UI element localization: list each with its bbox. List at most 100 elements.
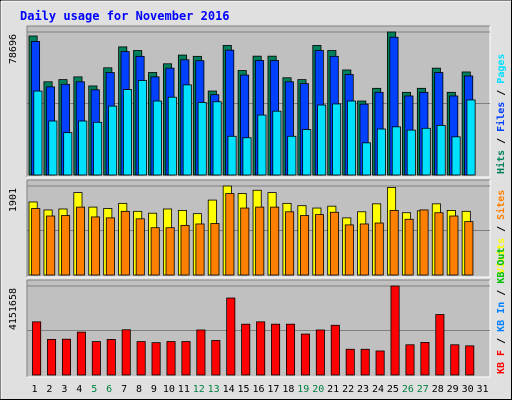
bar-pages (332, 103, 342, 176)
x-tick-label: 16 (252, 384, 264, 395)
legend-separator: / (496, 332, 507, 350)
bar-kb-f (390, 285, 400, 376)
x-tick-label: 28 (432, 384, 444, 395)
x-tick-label: 3 (61, 384, 67, 395)
bar-sites (285, 211, 295, 276)
bar-kb-f (465, 345, 475, 376)
legend-sites: Sites (495, 190, 507, 220)
bar-sites (359, 223, 369, 276)
bar-pages (376, 128, 386, 176)
bar-sites (61, 215, 71, 276)
bar-kb-f (76, 331, 86, 376)
legend-separator: / (496, 284, 507, 302)
bar-pages (167, 96, 177, 176)
bar-sites (165, 227, 175, 276)
bar-kb-f (360, 348, 370, 376)
x-tick-label: 8 (136, 384, 142, 395)
bar-kb-f (241, 323, 251, 376)
x-tick-label: 22 (342, 384, 354, 395)
x-tick-label: 31 (477, 384, 489, 395)
bar-sites (195, 223, 205, 276)
bar-kb-f (151, 342, 161, 376)
panel-visits-sites: 1901 Visits / Sites (8, 179, 507, 278)
bar-pages (317, 104, 327, 176)
bar-sites (150, 227, 160, 276)
bar-sites (240, 207, 250, 276)
bar-pages (257, 114, 267, 176)
x-tick-label: 11 (178, 384, 190, 395)
legend: Hits / Files / Pages (495, 54, 507, 174)
bar-sites (90, 216, 100, 276)
bar-sites (180, 224, 190, 276)
x-tick-label: 13 (208, 384, 220, 395)
bar-kb-f (136, 341, 146, 376)
bar-pages (48, 120, 58, 176)
y-max-label: 4151658 (8, 288, 19, 330)
panels: 78696 Hits / Files / Pages 1901 Visits / Si… (8, 25, 507, 395)
bar-kb-f (32, 321, 42, 376)
bar-kb-f (256, 321, 266, 376)
bar-sites (135, 218, 145, 276)
x-tick-label: 15 (238, 384, 250, 395)
bar-pages (227, 135, 237, 176)
bar-kb-f (271, 323, 281, 376)
bar-sites (105, 217, 115, 276)
bar-pages (93, 121, 103, 176)
legend-kb-out: KB Out (496, 248, 507, 284)
legend-separator: / (496, 220, 507, 238)
bar-pages (421, 127, 431, 176)
bar-pages (33, 90, 43, 176)
bar-sites (225, 193, 235, 276)
x-tick-label: 24 (372, 384, 384, 395)
bar-kb-f (315, 329, 325, 376)
bar-pages (152, 100, 162, 176)
bar-kb-f (300, 333, 310, 376)
bar-kb-f (345, 348, 355, 376)
bar-sites (46, 215, 56, 276)
legend: KB F / KB In / KB Out (496, 248, 507, 374)
panel-hits-files-pages: 78696 Hits / Files / Pages (8, 25, 507, 178)
x-tick-label: 23 (357, 384, 369, 395)
bar-sites (76, 206, 86, 276)
bar-pages (361, 142, 371, 176)
bar-pages (182, 84, 192, 176)
bar-pages (391, 126, 401, 176)
x-tick-label: 27 (417, 384, 429, 395)
legend-kb-in: KB In (496, 302, 507, 332)
legend-pages: Pages (496, 54, 507, 84)
bar-kb-f (47, 339, 57, 376)
legend: Visits / Sites (495, 190, 507, 274)
x-tick-label: 9 (151, 384, 157, 395)
panel-kbf-kbin-kbout: 4151658 KB F / KB In / KB Out (8, 248, 507, 378)
x-tick-label: 18 (282, 384, 294, 395)
bar-sites (419, 209, 429, 276)
bar-pages (137, 80, 147, 176)
x-tick-label: 17 (267, 384, 279, 395)
y-max-label: 78696 (8, 34, 19, 64)
x-tick-label: 2 (46, 384, 52, 395)
bar-pages (347, 100, 357, 176)
bar-kb-f (405, 344, 415, 376)
bar-kb-f (181, 341, 191, 376)
bar-kb-f (61, 338, 71, 376)
bar-kb-f (196, 329, 206, 376)
bar-pages (436, 124, 446, 176)
legend-hits: Hits (495, 150, 507, 174)
bar-sites (389, 209, 399, 276)
bar-sites (464, 221, 474, 276)
bar-kb-f (226, 297, 236, 376)
legend-separator: / (496, 132, 507, 150)
bar-pages (123, 89, 133, 176)
x-tick-label: 5 (91, 384, 97, 395)
bar-sites (374, 222, 384, 276)
y-max-label: 1901 (8, 188, 19, 212)
x-tick-label: 1 (31, 384, 37, 395)
x-axis: 1 2 3 4 5 6 7 8 9 10 11 12 13 14 15 16 17 18 19 20 21 22 23 24 2… (31, 384, 488, 395)
x-tick-label: 14 (223, 384, 235, 395)
x-tick-label: 4 (76, 384, 82, 395)
bar-sites (344, 224, 354, 276)
bar-pages (451, 136, 461, 176)
x-tick-label: 12 (193, 384, 205, 395)
x-tick-label: 30 (462, 384, 474, 395)
bar-kb-f (420, 342, 430, 376)
